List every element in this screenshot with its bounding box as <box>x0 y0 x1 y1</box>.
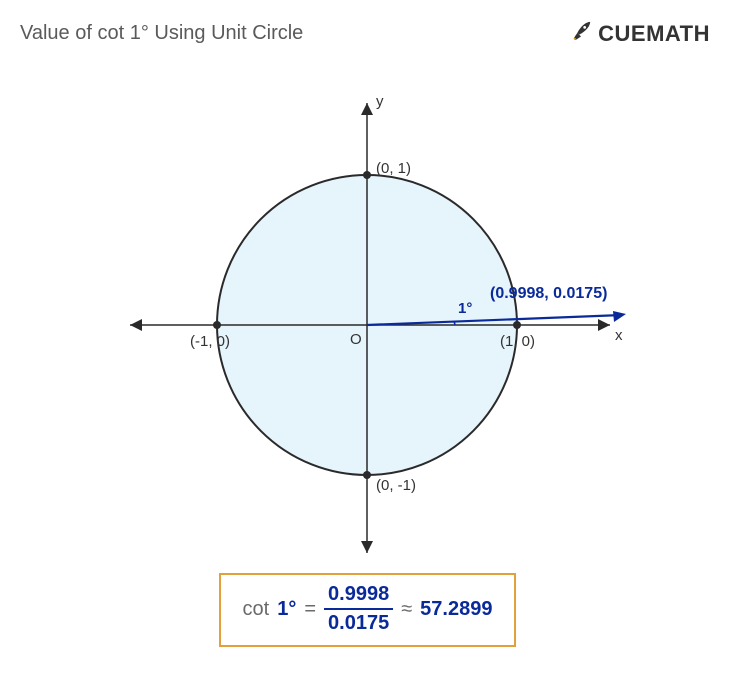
diagram-svg <box>0 75 735 575</box>
point-left <box>213 321 221 329</box>
point-right <box>513 321 521 329</box>
formula-box: cot 1° = 0.9998 0.0175 ≈ 57.2899 <box>219 573 517 647</box>
formula-fraction: 0.9998 0.0175 <box>324 583 393 635</box>
brand-text: CUEMATH <box>598 21 710 47</box>
formula-angle: 1° <box>277 598 296 621</box>
formula-result: 57.2899 <box>420 598 492 621</box>
point-top <box>363 171 371 179</box>
formula-approx: ≈ <box>401 598 412 621</box>
page-title: Value of cot 1° Using Unit Circle <box>20 22 303 45</box>
x-arrow-right-icon <box>598 319 610 331</box>
brand-logo: CUEMATH <box>570 20 710 47</box>
x-axis-label: x <box>615 327 623 344</box>
point-label-top: (0, 1) <box>376 160 411 177</box>
formula-numerator: 0.9998 <box>324 583 393 610</box>
formula-prefix: cot <box>243 598 270 621</box>
rocket-icon <box>570 20 592 47</box>
x-arrow-left-icon <box>130 319 142 331</box>
angle-label: 1° <box>458 300 472 317</box>
y-arrow-down-icon <box>361 541 373 553</box>
unit-circle-diagram: y x (0, 1) (0, -1) (-1, 0) (1, 0) O 1° (… <box>0 75 735 575</box>
origin-label: O <box>350 331 362 348</box>
point-bottom <box>363 471 371 479</box>
y-arrow-up-icon <box>361 103 373 115</box>
point-label-bottom: (0, -1) <box>376 477 416 494</box>
y-axis-label: y <box>376 93 384 110</box>
formula-eq: = <box>304 598 316 621</box>
coord-label: (0.9998, 0.0175) <box>490 285 607 303</box>
point-label-right: (1, 0) <box>500 333 535 350</box>
formula-denominator: 0.0175 <box>324 610 393 635</box>
radius-arrow-icon <box>613 311 626 322</box>
angle-arc <box>454 321 455 325</box>
point-label-left: (-1, 0) <box>190 333 230 350</box>
